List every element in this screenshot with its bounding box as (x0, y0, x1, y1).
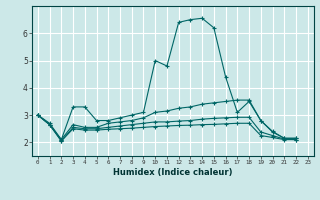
X-axis label: Humidex (Indice chaleur): Humidex (Indice chaleur) (113, 168, 233, 177)
